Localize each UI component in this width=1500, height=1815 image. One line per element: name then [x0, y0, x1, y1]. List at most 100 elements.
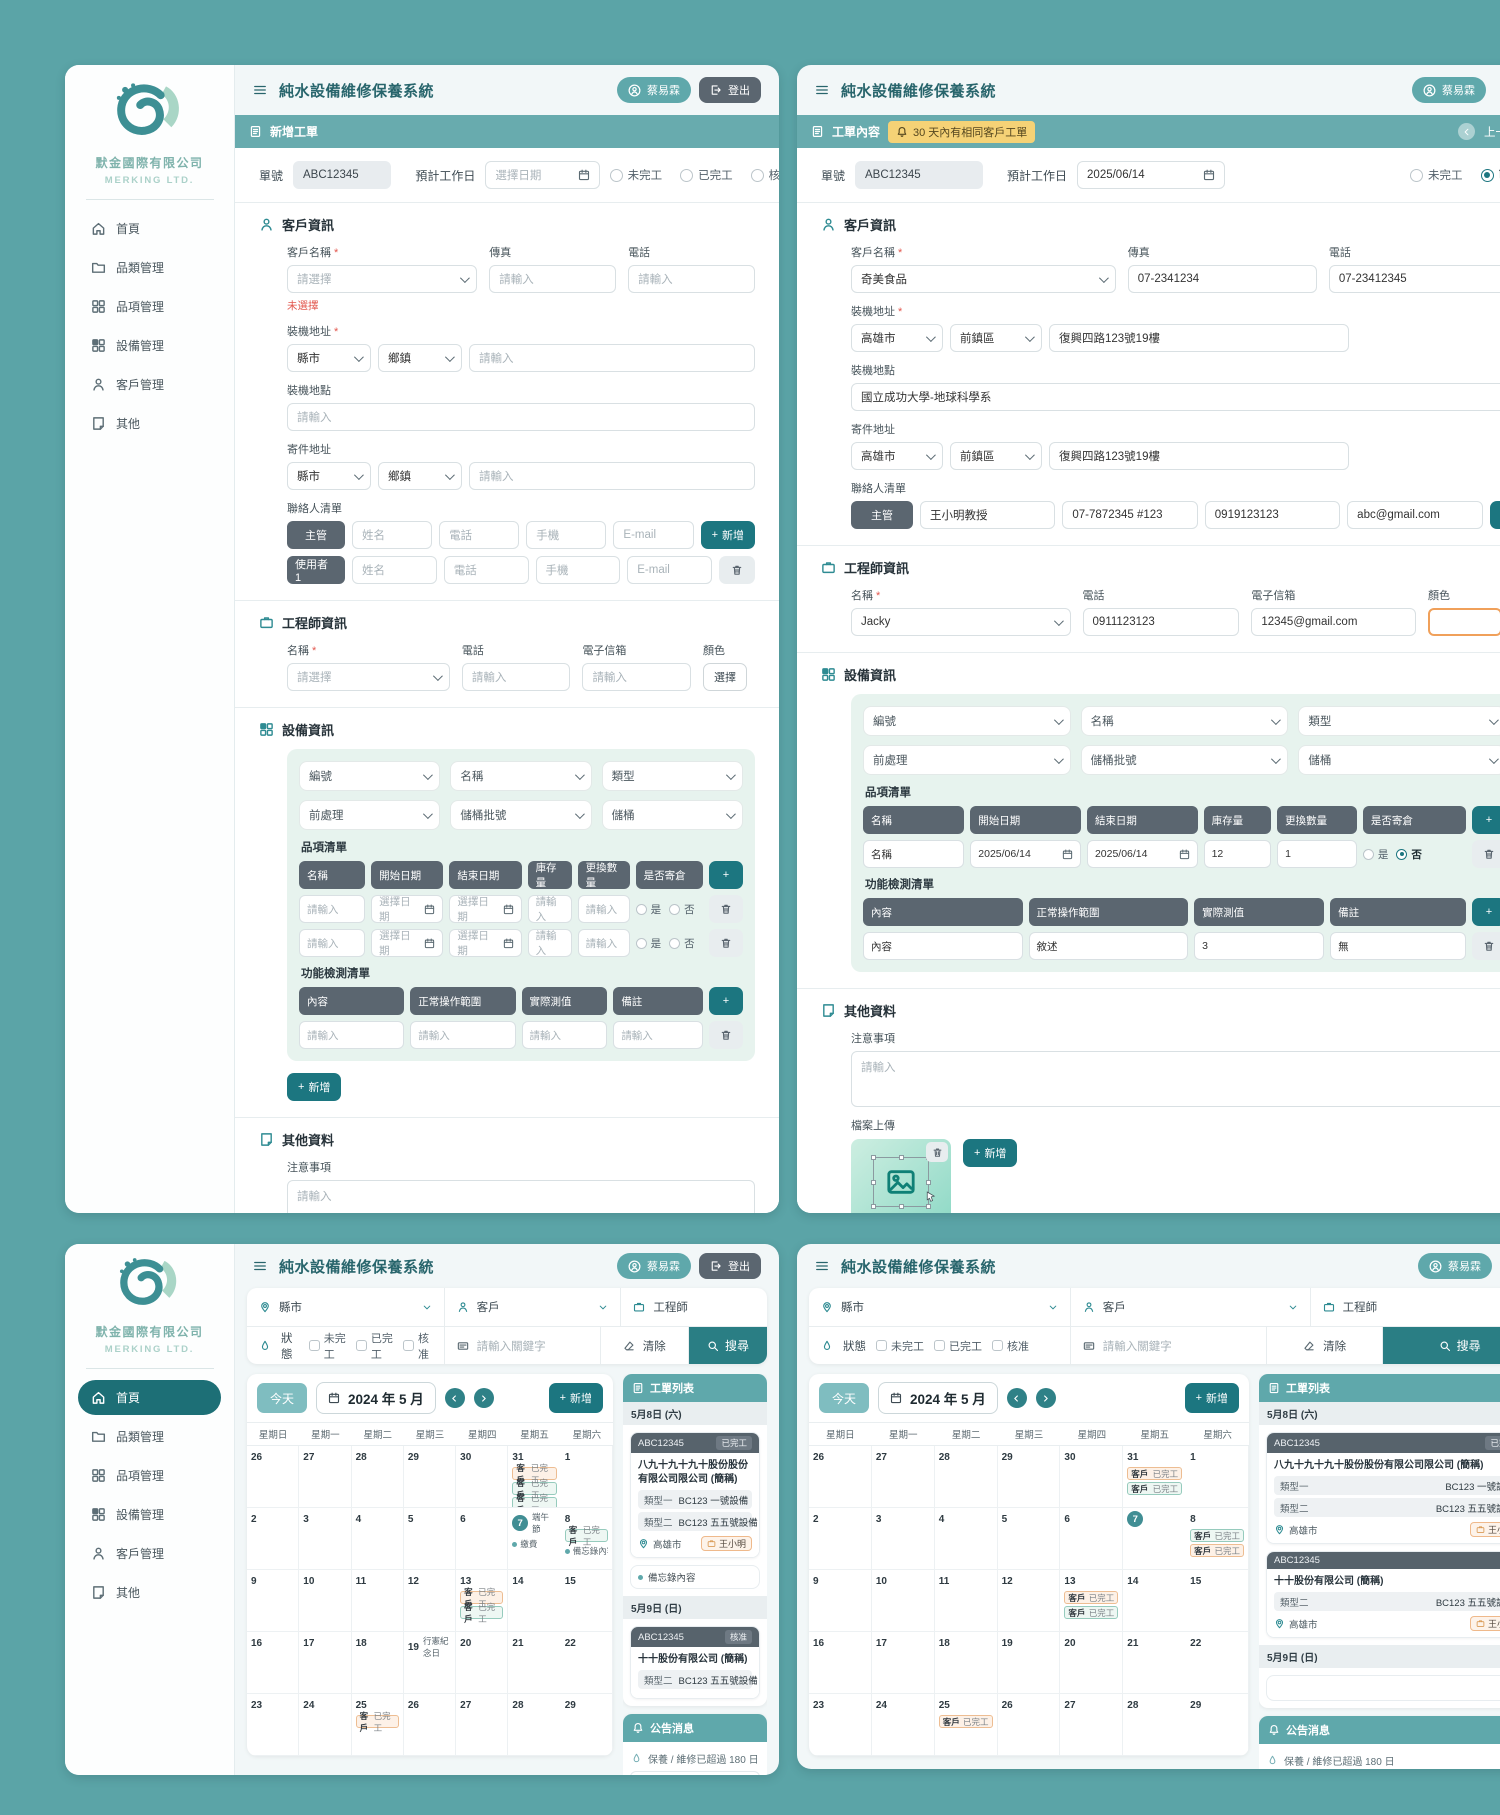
mail-county-select[interactable]: 縣市	[287, 462, 371, 490]
calendar-day-cell[interactable]: 27	[299, 1446, 352, 1508]
workorder-chip[interactable]: 客戶已完工	[460, 1602, 504, 1624]
color-pick-button[interactable]: 選擇	[703, 663, 748, 691]
add-item-button[interactable]: +	[1472, 806, 1500, 834]
add-workorder-button[interactable]: + 新增	[1184, 1383, 1239, 1413]
sidebar-item-equipment[interactable]: 設備管理	[78, 1497, 221, 1532]
contact-mobile-field[interactable]: 手機	[535, 556, 621, 584]
contact-phone-field[interactable]: 07-7872345 #123	[1062, 501, 1198, 529]
calendar-day-cell[interactable]: 2	[247, 1508, 300, 1570]
item-end-field[interactable]: 選擇日期	[449, 929, 522, 957]
sidebar-item-home[interactable]: 首頁	[78, 1380, 221, 1415]
engineer-phone-field[interactable]: 0911123123	[1082, 608, 1240, 636]
check-range-field[interactable]: 請輸入	[410, 1021, 516, 1049]
add-contact-button[interactable]: + 新增	[700, 521, 755, 549]
item-stock-field[interactable]: 12	[1203, 840, 1272, 868]
contact-name-field[interactable]: 王小明教授	[920, 501, 1056, 529]
tank-batch-select[interactable]: 儲桶批號	[450, 800, 592, 830]
equip-name-select[interactable]: 名稱	[450, 761, 592, 791]
workorder-chip[interactable]: 客戶已完工	[1064, 1591, 1119, 1604]
calendar-day-cell[interactable]: 20	[456, 1632, 509, 1694]
calendar-day-cell[interactable]: 9	[247, 1570, 300, 1632]
calendar-day-cell[interactable]: 15	[560, 1570, 613, 1632]
logout-button[interactable]: 登出	[699, 77, 761, 103]
calendar-day-cell[interactable]: 4	[934, 1508, 998, 1570]
notes-textarea[interactable]: 請輸入	[851, 1051, 1500, 1107]
item-stock-field[interactable]: 請輸入	[527, 929, 572, 957]
mail-town-select[interactable]: 前鎮區	[950, 442, 1042, 470]
item-name-field[interactable]: 名稱	[863, 840, 965, 868]
sidebar-item-category[interactable]: 品類管理	[78, 250, 221, 285]
contact-mobile-field[interactable]: 0919123123	[1204, 501, 1341, 529]
calendar-day-cell[interactable]: 21	[508, 1632, 561, 1694]
calendar-day-cell[interactable]: 26	[247, 1446, 300, 1508]
delete-item-button[interactable]	[1472, 840, 1500, 868]
calendar-day-cell[interactable]: 25 客戶 已完工	[934, 1694, 998, 1756]
contact-email-field[interactable]: E-mail	[613, 521, 694, 549]
announce-item[interactable]: 客戶名稱上次完成日 2024/12/25	[630, 1771, 760, 1775]
item-name-field[interactable]: 請輸入	[299, 895, 366, 923]
engineer-email-field[interactable]: 請輸入	[582, 663, 692, 691]
check-value-field[interactable]: 請輸入	[521, 1021, 608, 1049]
workorder-chip[interactable]: 客戶已完工	[1190, 1529, 1244, 1542]
install-street-field[interactable]: 復興四路123號19樓	[1049, 324, 1349, 352]
contact-email-field[interactable]: abc@gmail.com	[1347, 501, 1483, 529]
sidebar-item-items[interactable]: 品項管理	[78, 1458, 221, 1493]
calendar-day-cell[interactable]: 31 客戶 已完工 客戶 已完工	[1123, 1446, 1187, 1508]
calendar-day-cell[interactable]: 11	[351, 1570, 404, 1632]
calendar-day-cell[interactable]: 16	[809, 1632, 872, 1694]
item-start-field[interactable]: 2025/06/14	[970, 840, 1081, 868]
calendar-day-cell[interactable]: 28	[1123, 1694, 1187, 1756]
calendar-day-cell[interactable]: 23	[809, 1694, 872, 1756]
workorder-chip[interactable]: 客戶已完工	[564, 1525, 608, 1547]
item-qty-field[interactable]: 請輸入	[577, 929, 630, 957]
calendar-day-cell[interactable]: 3	[871, 1508, 935, 1570]
checkbox-unfinished[interactable]: 未完工	[308, 1330, 346, 1362]
sidebar-item-category[interactable]: 品類管理	[78, 1419, 221, 1454]
calendar-day-cell[interactable]: 14	[508, 1570, 561, 1632]
next-month-button[interactable]	[473, 1388, 494, 1408]
pretreat-select[interactable]: 前處理	[863, 745, 1071, 775]
calendar-day-cell[interactable]: 27	[871, 1446, 935, 1508]
radio-no[interactable]: 否	[669, 936, 695, 951]
equip-name-select[interactable]: 名稱	[1080, 706, 1289, 736]
calendar-day-cell[interactable]: 28	[934, 1446, 998, 1508]
calendar-day-cell[interactable]: 7 端午節 繳費	[508, 1508, 561, 1570]
notes-textarea[interactable]: 請輸入	[287, 1180, 755, 1213]
item-start-field[interactable]: 選擇日期	[371, 895, 444, 923]
calendar-day-cell[interactable]: 5	[997, 1508, 1061, 1570]
filter-engineer[interactable]: 工程師	[1311, 1288, 1500, 1326]
calendar-day-cell[interactable]: 18	[934, 1632, 998, 1694]
item-name-field[interactable]: 請輸入	[299, 929, 366, 957]
tank-batch-select[interactable]: 儲桶批號	[1080, 745, 1289, 775]
radio-finished[interactable]: 已完工	[1480, 167, 1500, 183]
today-button[interactable]: 今天	[819, 1383, 870, 1413]
checkbox-approved[interactable]: 核准	[992, 1338, 1029, 1354]
radio-no[interactable]: 否	[669, 902, 695, 917]
radio-finished[interactable]: 已完工	[680, 167, 733, 183]
prev-month-button[interactable]	[444, 1388, 465, 1408]
contact-mobile-field[interactable]: 手機	[526, 521, 607, 549]
check-content-field[interactable]: 內容	[863, 932, 1023, 960]
install-county-select[interactable]: 高雄市	[851, 324, 943, 352]
phone-field[interactable]: 請輸入	[628, 265, 755, 293]
pretreat-select[interactable]: 前處理	[299, 800, 441, 830]
calendar-day-cell[interactable]: 10	[299, 1570, 352, 1632]
calendar-day-cell[interactable]: 10	[871, 1570, 935, 1632]
calendar-day-cell[interactable]: 17	[299, 1632, 352, 1694]
engineer-phone-field[interactable]: 請輸入	[461, 663, 571, 691]
filter-customer[interactable]: 客戶	[445, 1288, 622, 1326]
sidebar-item-customers[interactable]: 客戶管理	[78, 367, 221, 402]
planned-date-field[interactable]: 2025/06/14	[1077, 161, 1226, 189]
item-end-field[interactable]: 2025/06/14	[1086, 840, 1198, 868]
calendar-day-cell[interactable]: 28	[508, 1694, 561, 1756]
search-button[interactable]: 搜尋	[1383, 1327, 1500, 1364]
prev-month-button[interactable]	[1006, 1388, 1027, 1408]
delete-contact-button[interactable]	[719, 556, 755, 584]
calendar-day-cell[interactable]: 12	[997, 1570, 1061, 1632]
delete-check-button[interactable]	[708, 1021, 743, 1049]
mail-county-select[interactable]: 高雄市	[851, 442, 943, 470]
calendar-day-cell[interactable]: 25 客戶 已完工	[351, 1694, 404, 1756]
